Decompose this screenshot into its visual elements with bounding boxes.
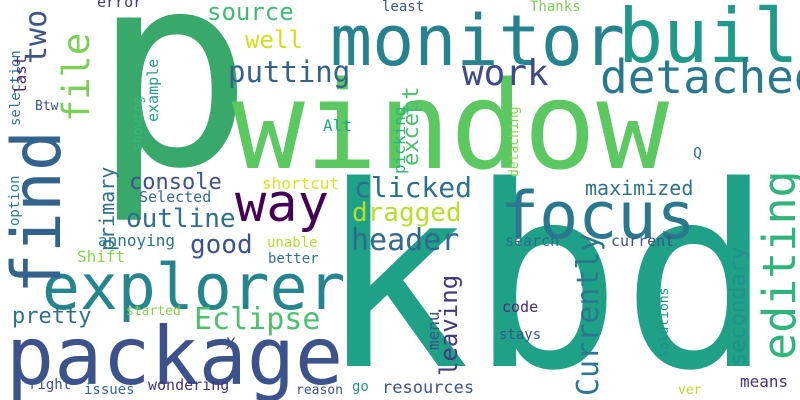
word-go: go [352,379,369,395]
word-annoying: annoying [98,231,176,250]
word-right: right [29,377,72,393]
word-kbd: kbd [318,133,774,400]
word-error: error [97,0,143,11]
word-alt: Alt [323,116,352,135]
word-package: package [6,310,344,400]
word-console: console [129,170,222,195]
word-way: way [235,174,329,234]
word-showing: showing [131,96,146,151]
word-means: means [740,372,789,391]
word-explorer: explorer [42,251,346,324]
word-header: header [351,223,460,258]
word-editing: editing [753,170,800,360]
word-search: search [505,232,560,250]
word-dragged: dragged [352,198,462,228]
word-work: work [462,53,549,94]
word-focus: focus [500,179,696,254]
word-unable: unable [267,235,318,251]
word-least: least [382,0,425,15]
word-detaching: detaching [507,106,522,177]
word-shortcut: shortcut [262,174,340,193]
word-better: better [268,251,319,267]
word-issues: issues [84,382,135,398]
word-good: good [190,230,253,260]
word-eclipse: Eclipse [194,302,321,337]
word-putting: putting [228,55,351,89]
word-thanks: Thanks [530,0,581,15]
word-maximized: maximized [585,176,694,200]
word-secondary: secondary [726,246,751,366]
word-btw: Btw [35,99,59,114]
word-current: current [611,232,675,250]
word-menu: menu [424,311,443,350]
word-source: source [207,0,294,26]
word-solutions: solutions [657,287,672,358]
word-file: file [55,32,98,122]
word-example: example [144,58,162,122]
word-q: Q [693,144,703,162]
word-resources: resources [382,378,475,398]
word-pretty: pretty [12,304,92,329]
word-code: code [502,298,539,316]
word-picking: picking [390,106,409,174]
word-currently: Currently [571,233,606,396]
word-last: last [11,55,30,94]
word-ver: ver [678,383,702,398]
word-window: window [232,56,670,197]
word-selected: Selected [139,188,212,206]
word-outline: outline [126,204,236,234]
word-clicked: clicked [354,171,473,204]
word-well: well [245,26,303,54]
word-p: p [92,0,254,228]
word-shift: Shift [77,247,126,266]
word-started: started [126,304,181,319]
word-stays: stays [499,327,542,343]
word-wondering: wondering [148,376,230,394]
word-build: build [618,0,800,80]
word-detached: detached [600,50,800,104]
word-reason: reason [296,383,343,398]
word-option: option [7,175,23,226]
word-monitor: monitor [330,0,626,82]
word-x: X [226,334,236,353]
